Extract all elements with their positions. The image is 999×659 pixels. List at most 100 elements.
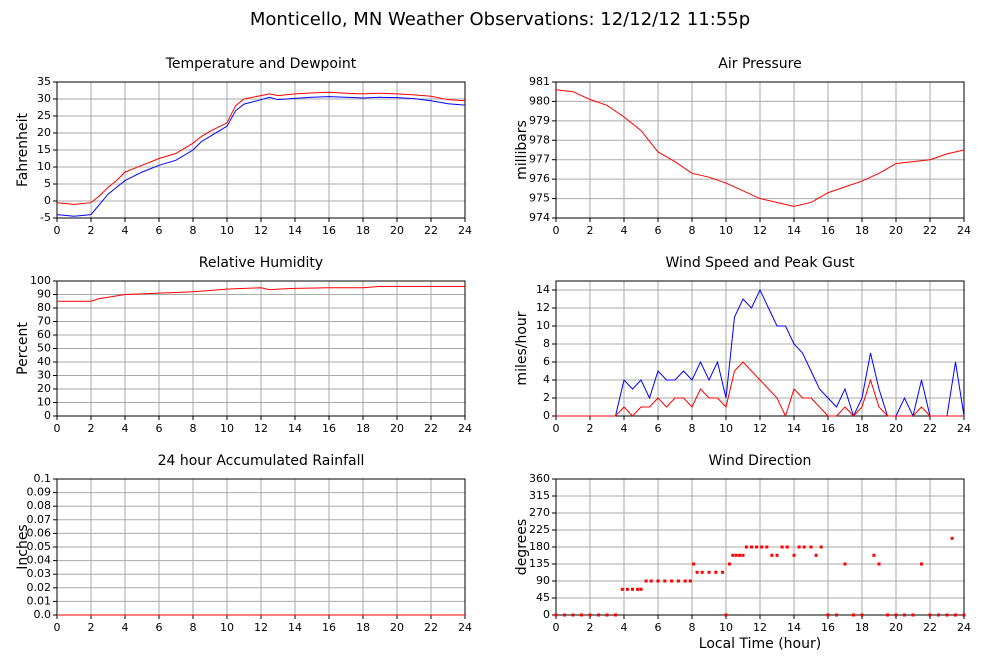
y-axis-label: Inches xyxy=(15,524,31,569)
x-tick-label: 4 xyxy=(122,224,129,237)
x-tick-label: 20 xyxy=(390,224,404,237)
y-tick-label: 5 xyxy=(44,177,51,190)
y-tick-label: 0 xyxy=(543,608,550,621)
plot-frame xyxy=(56,280,466,417)
x-tick-label: 8 xyxy=(190,422,197,435)
x-tick-label: 2 xyxy=(587,621,594,634)
y-tick-label: 80 xyxy=(37,301,51,314)
data-point xyxy=(826,613,830,617)
data-point xyxy=(894,613,898,617)
x-tick-label: 18 xyxy=(855,621,869,634)
y-tick-label: -5 xyxy=(40,211,51,224)
x-tick-label: 0 xyxy=(553,422,560,435)
y-tick-label: 50 xyxy=(37,342,51,355)
y-tick-label: 4 xyxy=(543,373,550,386)
x-tick-label: 6 xyxy=(156,621,163,634)
x-tick-label: 18 xyxy=(855,422,869,435)
page-title: Monticello, MN Weather Observations: 12/… xyxy=(250,9,750,30)
x-tick-label: 20 xyxy=(889,422,903,435)
data-point xyxy=(707,570,711,574)
data-line xyxy=(56,96,466,217)
data-point xyxy=(597,613,600,617)
panel-title: Wind Speed and Peak Gust xyxy=(666,255,855,271)
data-point xyxy=(903,613,906,617)
y-axis-label: miles/hour xyxy=(514,311,530,385)
y-tick-label: 974 xyxy=(529,211,550,224)
y-tick-label: 10 xyxy=(536,319,550,332)
y-tick-label: 70 xyxy=(37,315,51,328)
y-tick-label: 979 xyxy=(529,114,550,127)
data-point xyxy=(819,545,823,549)
data-point xyxy=(636,587,640,591)
y-tick-label: 0 xyxy=(44,194,51,207)
x-tick-label: 0 xyxy=(54,422,61,435)
y-tick-label: 0.08 xyxy=(27,499,52,512)
y-tick-label: 30 xyxy=(37,369,51,382)
plot-frame xyxy=(555,280,965,417)
y-tick-label: 35 xyxy=(37,75,51,88)
x-tick-label: 4 xyxy=(621,621,628,634)
y-tick-label: 25 xyxy=(37,109,51,122)
data-point xyxy=(785,545,789,549)
panel-title: Temperature and Dewpoint xyxy=(165,56,357,72)
y-tick-label: 270 xyxy=(529,506,550,519)
data-point xyxy=(727,562,731,566)
x-tick-label: 14 xyxy=(288,422,302,435)
y-tick-label: 0.03 xyxy=(27,567,52,580)
x-tick-label: 22 xyxy=(424,422,438,435)
data-point xyxy=(663,579,667,583)
data-point xyxy=(676,579,680,583)
data-line xyxy=(57,285,465,302)
x-tick-label: 20 xyxy=(889,224,903,237)
x-tick-label: 10 xyxy=(719,224,733,237)
x-tick-label: 16 xyxy=(322,621,336,634)
data-point xyxy=(625,587,629,591)
data-point xyxy=(744,545,748,549)
x-tick-label: 18 xyxy=(855,224,869,237)
data-point xyxy=(620,587,624,591)
data-point xyxy=(734,553,738,557)
x-tick-label: 14 xyxy=(787,224,801,237)
x-tick-label: 20 xyxy=(390,422,404,435)
data-point xyxy=(700,570,704,574)
plot-frame xyxy=(56,81,466,219)
data-point xyxy=(852,613,855,617)
data-point xyxy=(835,613,838,617)
x-tick-label: 16 xyxy=(821,621,835,634)
x-tick-label: 16 xyxy=(322,224,336,237)
plot-frame xyxy=(555,478,965,616)
y-tick-label: 225 xyxy=(529,523,550,536)
y-tick-label: 315 xyxy=(529,489,550,502)
y-tick-label: 976 xyxy=(529,172,550,185)
x-tick-label: 4 xyxy=(122,422,129,435)
data-point xyxy=(962,613,966,617)
y-tick-label: 20 xyxy=(37,126,51,139)
x-tick-label: 10 xyxy=(220,621,234,634)
data-point xyxy=(755,545,759,549)
x-tick-label: 18 xyxy=(356,422,370,435)
y-tick-label: 8 xyxy=(543,337,550,350)
data-point xyxy=(843,562,847,566)
y-tick-label: 2 xyxy=(543,391,550,404)
x-tick-label: 16 xyxy=(821,224,835,237)
data-point xyxy=(860,613,864,617)
data-point xyxy=(937,613,940,617)
x-tick-label: 18 xyxy=(356,224,370,237)
x-tick-label: 16 xyxy=(322,422,336,435)
x-tick-label: 6 xyxy=(655,224,662,237)
data-point xyxy=(714,570,718,574)
x-tick-label: 12 xyxy=(254,621,268,634)
data-point xyxy=(802,545,806,549)
data-line xyxy=(56,91,466,205)
y-tick-label: 6 xyxy=(543,355,550,368)
data-line xyxy=(555,89,965,207)
x-tick-label: 8 xyxy=(689,224,696,237)
y-tick-label: 0.1 xyxy=(34,472,52,485)
y-tick-label: 981 xyxy=(529,75,550,88)
x-tick-label: 10 xyxy=(220,224,234,237)
data-point xyxy=(692,562,696,566)
data-point xyxy=(614,613,617,617)
x-tick-label: 24 xyxy=(458,621,472,634)
data-point xyxy=(877,562,881,566)
y-tick-label: 0.05 xyxy=(27,540,52,553)
